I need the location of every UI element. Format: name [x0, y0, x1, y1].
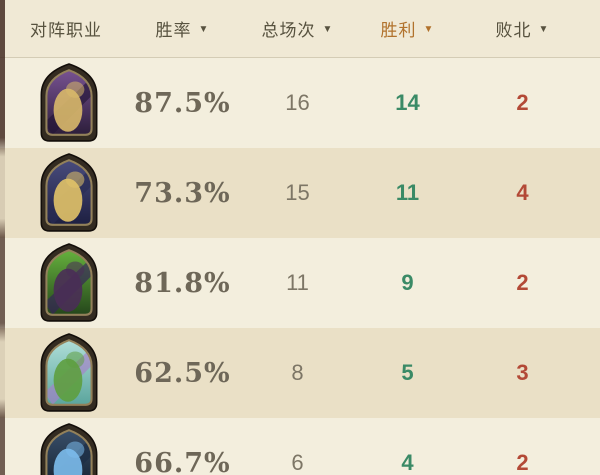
winrate-cell: 73.3% [120, 178, 245, 209]
hero-cell [0, 243, 120, 323]
demon-hunter-hero-portrait [36, 243, 102, 323]
hero-portrait-art [40, 423, 98, 475]
wins-cell: 5 [350, 360, 465, 386]
total-games-cell: 16 [245, 90, 350, 116]
column-header-label: 胜率 [155, 21, 192, 40]
losses-value: 2 [516, 270, 529, 295]
hero-portrait-art [40, 153, 98, 232]
hero-cell [0, 153, 120, 233]
hero-cell [0, 423, 120, 475]
death-knight-hero-portrait [36, 423, 102, 475]
losses-value: 3 [516, 360, 529, 385]
hero-portrait-art [40, 63, 98, 142]
wins-value: 14 [395, 90, 420, 115]
total-games-cell: 15 [245, 180, 350, 206]
sort-arrow-icon: ▼ [322, 24, 334, 35]
winrate-cell: 87.5% [120, 88, 245, 119]
losses-cell: 3 [465, 360, 580, 386]
priest-hero-portrait [36, 63, 102, 143]
column-header-winrate[interactable]: 胜率 ▼ [120, 16, 245, 41]
winrate-value: 81.8% [134, 267, 231, 299]
wins-value: 11 [395, 180, 420, 205]
column-header-label: 败北 [495, 21, 532, 40]
hero-portrait-art [40, 333, 98, 412]
winrate-value: 73.3% [134, 177, 231, 209]
losses-value: 2 [516, 450, 529, 475]
table-row[interactable]: 87.5% 16 14 2 [0, 58, 600, 148]
winrate-cell: 81.8% [120, 268, 245, 299]
table-row[interactable]: 73.3% 15 11 4 [0, 148, 600, 238]
stats-table-body: 87.5% 16 14 2 [0, 58, 600, 475]
winrate-cell: 62.5% [120, 358, 245, 389]
losses-cell: 4 [465, 180, 580, 206]
winrate-value: 62.5% [134, 357, 231, 389]
wins-value: 5 [401, 360, 414, 385]
winrate-cell: 66.7% [120, 448, 245, 475]
losses-value: 2 [516, 90, 529, 115]
hero-cell [0, 63, 120, 143]
wins-cell: 14 [350, 90, 465, 116]
losses-cell: 2 [465, 90, 580, 116]
total-games-value: 6 [291, 450, 304, 475]
column-header-total-games[interactable]: 总场次 ▼ [245, 16, 350, 41]
total-games-value: 8 [291, 360, 304, 385]
table-row[interactable]: 62.5% 8 5 3 [0, 328, 600, 418]
hero-portrait-art [40, 243, 98, 322]
column-header-losses[interactable]: 败北 ▼ [465, 16, 580, 41]
table-header: 对阵职业 胜率 ▼ 总场次 ▼ 胜利 ▼ 败北 ▼ [0, 0, 600, 58]
column-header-label: 胜利 [380, 21, 417, 40]
total-games-value: 15 [285, 180, 310, 205]
winrate-value: 66.7% [134, 447, 231, 475]
hero-cell [0, 333, 120, 413]
table-row[interactable]: 66.7% 6 4 2 [0, 418, 600, 475]
table-row[interactable]: 81.8% 11 9 2 [0, 238, 600, 328]
column-header-opponent-class: 对阵职业 [0, 16, 120, 41]
losses-cell: 2 [465, 270, 580, 296]
column-header-wins[interactable]: 胜利 ▼ [350, 16, 465, 41]
sort-arrow-icon: ▼ [423, 24, 435, 35]
wins-cell: 11 [350, 180, 465, 206]
total-games-value: 11 [286, 270, 309, 295]
total-games-value: 16 [285, 90, 310, 115]
wins-value: 4 [401, 450, 414, 475]
druid-hero-portrait [36, 333, 102, 413]
losses-cell: 2 [465, 450, 580, 475]
total-games-cell: 8 [245, 360, 350, 386]
total-games-cell: 6 [245, 450, 350, 475]
paladin-hero-portrait [36, 153, 102, 233]
winrate-value: 87.5% [134, 87, 231, 119]
sort-arrow-icon: ▼ [198, 24, 210, 35]
wins-cell: 9 [350, 270, 465, 296]
wins-cell: 4 [350, 450, 465, 475]
losses-value: 4 [516, 180, 529, 205]
total-games-cell: 11 [245, 270, 350, 296]
column-header-label: 总场次 [261, 21, 316, 40]
column-header-label: 对阵职业 [30, 21, 102, 40]
wins-value: 9 [401, 270, 414, 295]
sort-arrow-icon: ▼ [538, 24, 550, 35]
